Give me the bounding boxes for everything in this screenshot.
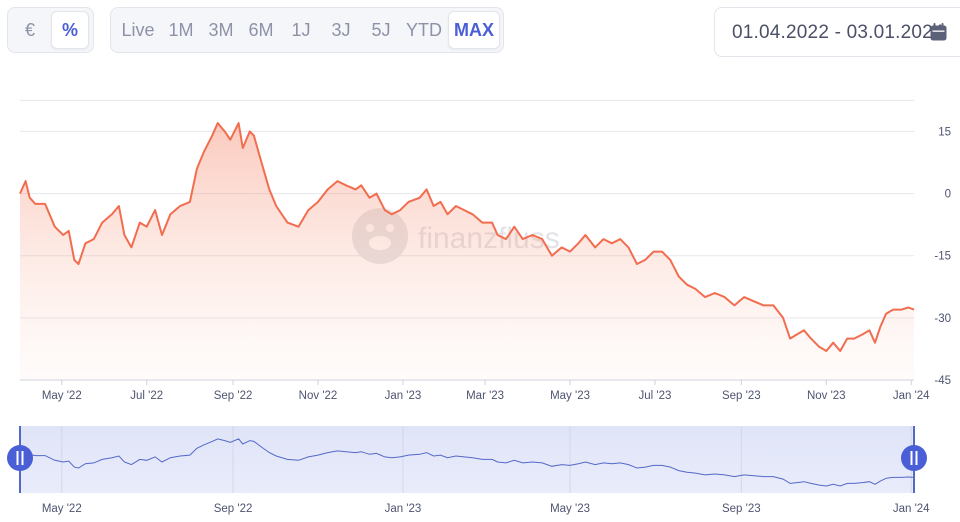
series-line (19, 122, 915, 352)
date-range-picker[interactable]: 01.04.2022 - 03.01.2024 (714, 7, 960, 57)
x-tick-label: Nov '23 (807, 390, 846, 402)
date-range-text: 01.04.2022 - 03.01.2024 (732, 22, 944, 43)
percent-button[interactable]: % (51, 11, 89, 49)
area-fill (20, 123, 914, 380)
navigator-x-tick-label: Jan '23 (385, 503, 422, 515)
range-button-live[interactable]: Live (117, 11, 159, 49)
navigator-x-tick-label: Jan '24 (893, 503, 930, 515)
navigator-x-tick-label: May '22 (42, 503, 82, 515)
range-button-6m[interactable]: 6M (243, 11, 279, 49)
y-tick-label: -45 (934, 375, 951, 387)
navigator-handle-right[interactable] (901, 445, 927, 471)
range-button-3j[interactable]: 3J (323, 11, 359, 49)
calendar-icon[interactable] (930, 23, 947, 41)
navigator-x-tick-label: Sep '23 (722, 503, 761, 515)
navigator[interactable]: May '22 Sep '22 Jan '23 May '23 Sep '23 Jan '… (7, 426, 930, 515)
x-tick-label: Sep '22 (214, 390, 253, 402)
x-tick-label: Sep '23 (722, 390, 761, 402)
y-axis: 15 0 -15 -30 -45 (934, 126, 951, 387)
x-tick-label: Jul '23 (639, 390, 672, 402)
range-button-ytd[interactable]: YTD (403, 11, 445, 49)
navigator-handle-left[interactable] (7, 445, 33, 471)
range-button-1m[interactable]: 1M (163, 11, 199, 49)
x-tick-label: Jan '24 (893, 390, 930, 402)
x-tick-label: Jul '22 (130, 390, 163, 402)
y-tick-label: -30 (934, 313, 951, 325)
currency-toggle: € % (7, 7, 94, 53)
range-button-1j[interactable]: 1J (283, 11, 319, 49)
x-axis: May '22 Jul '22 Sep '22 Nov '22 Jan '23 Mar '… (42, 380, 930, 402)
x-tick-label: Mar '23 (466, 390, 504, 402)
x-tick-label: May '22 (42, 390, 82, 402)
x-tick-label: Jan '23 (385, 390, 422, 402)
euro-button[interactable]: € (13, 11, 47, 49)
range-button-max[interactable]: MAX (448, 11, 500, 49)
y-tick-label: 15 (938, 126, 951, 138)
navigator-selection[interactable] (20, 426, 914, 493)
time-range-selector: Live 1M 3M 6M 1J 3J 5J YTD MAX (110, 7, 504, 53)
x-tick-label: May '23 (550, 390, 590, 402)
range-button-3m[interactable]: 3M (203, 11, 239, 49)
y-tick-label: 0 (945, 189, 951, 201)
navigator-x-tick-label: Sep '22 (214, 503, 253, 515)
x-tick-label: Nov '22 (299, 390, 338, 402)
navigator-x-axis: May '22 Sep '22 Jan '23 May '23 Sep '23 Jan '… (42, 503, 930, 515)
y-tick-label: -15 (934, 251, 951, 263)
navigator-x-tick-label: May '23 (550, 503, 590, 515)
range-button-5j[interactable]: 5J (363, 11, 399, 49)
navigator-line (19, 438, 915, 487)
